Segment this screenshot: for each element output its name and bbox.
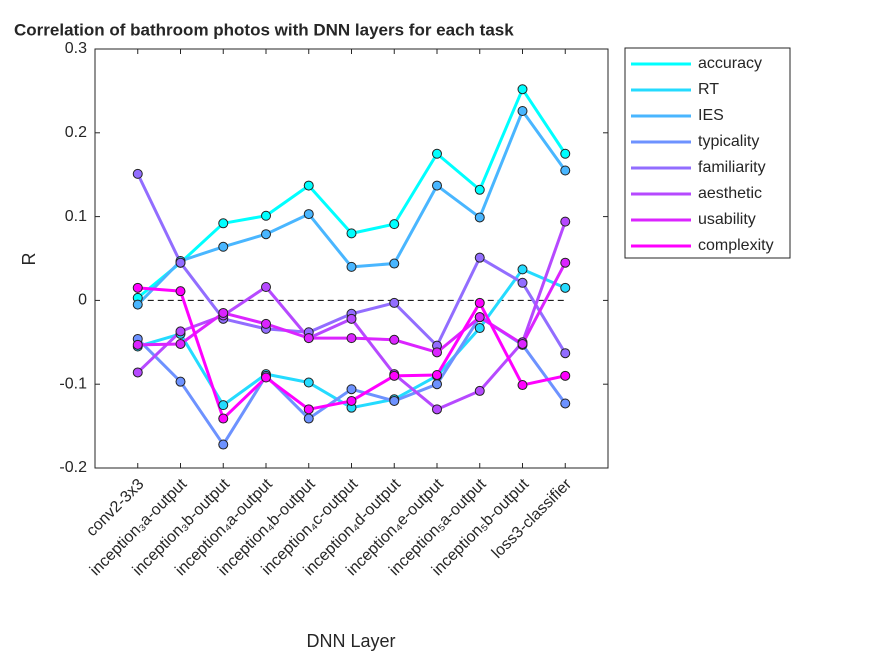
data-point [175,338,186,349]
data-point [474,212,485,223]
data-point [560,148,571,159]
legend-label: accuracy [698,55,762,72]
legend-label: RT [698,81,719,98]
data-point [261,281,271,292]
data-point [560,348,571,359]
data-point [474,297,485,308]
data-point [560,257,571,268]
data-point [132,339,143,350]
data-point [346,395,357,406]
data-point [218,439,229,450]
data-point [389,219,400,230]
data-point [132,299,143,310]
data-point [560,370,571,381]
data-point [560,216,571,227]
data-point [175,257,186,268]
data-point [432,148,442,159]
data-point [517,380,528,391]
data-point [175,326,186,337]
data-point [303,413,314,424]
y-tick-label: 0 [78,292,87,309]
data-point [517,277,528,288]
data-point [175,376,186,387]
data-point [474,252,485,263]
data-point [560,165,571,176]
data-point [303,377,314,388]
data-point [389,370,400,381]
data-point [474,184,485,195]
legend-label: aesthetic [698,185,762,202]
legend-label: typicality [698,133,759,150]
legend-label: IES [698,107,724,124]
data-point [389,258,400,269]
x-axis-label: DNN Layer [306,631,395,651]
data-point [389,334,400,345]
data-point [560,282,571,293]
data-point [261,318,271,329]
y-tick-label: 0.1 [65,208,87,225]
data-point [132,367,143,378]
data-point [218,307,229,318]
data-point [432,369,442,380]
data-point [432,379,442,390]
data-point [175,286,186,297]
data-point [389,395,400,406]
data-point [261,229,271,240]
data-point [474,323,485,334]
data-point [346,384,357,395]
data-point [432,347,442,358]
data-point [389,297,400,308]
data-point [261,372,271,383]
data-point [346,228,357,239]
y-tick-label: -0.2 [59,459,87,476]
legend-box [624,47,791,259]
legend-label: familiarity [698,159,766,176]
data-point [474,385,485,396]
y-tick-label: -0.1 [59,375,87,392]
legend-label: usability [698,211,756,228]
data-point [517,84,528,95]
data-point [432,180,442,191]
legend-label: complexity [698,237,774,254]
data-point [218,218,229,229]
data-point [303,404,314,415]
y-tick-label: 0.3 [65,40,87,57]
data-point [303,333,314,344]
data-point [474,312,485,323]
data-point [218,400,229,411]
data-point [303,180,314,191]
data-point [432,404,442,415]
data-point [517,338,528,349]
data-point [132,282,143,293]
data-point [261,210,271,221]
y-tick-label: 0.2 [65,124,87,141]
chart-title: Correlation of bathroom photos with DNN … [14,20,514,39]
data-point [218,413,229,424]
y-axis-label: R [19,253,39,266]
data-point [346,313,357,324]
data-point [346,333,357,344]
data-point [517,106,528,117]
data-point [346,261,357,272]
data-point [132,168,143,179]
data-point [303,209,314,220]
data-point [517,264,528,275]
data-point [218,241,229,252]
data-point [560,398,571,409]
